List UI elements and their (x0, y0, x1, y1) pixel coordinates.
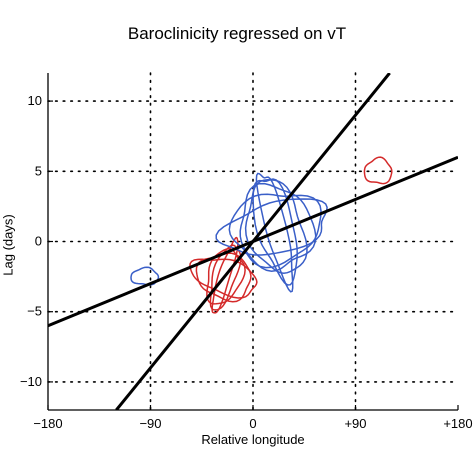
x-axis-label: Relative longitude (201, 432, 305, 447)
negative-contour (252, 178, 298, 286)
chart-title: Baroclinicity regressed on vT (127, 24, 347, 43)
x-tick-label: −180 (33, 416, 62, 431)
y-tick-label: 10 (28, 93, 42, 108)
contour-layer (130, 156, 393, 314)
x-tick-label: +90 (344, 416, 366, 431)
y-tick-label: 0 (35, 234, 42, 249)
fit-line (48, 155, 458, 328)
y-tick-label: −10 (20, 374, 42, 389)
y-axis-label: Lag (days) (0, 214, 16, 276)
axes-layer: −180 −90 0 +90 +180 −10 −5 0 5 10 (20, 73, 473, 431)
fit-lines-layer (48, 73, 458, 410)
y-tick-label: 5 (35, 163, 42, 178)
negative-contour (244, 179, 308, 275)
positive-contour (363, 156, 393, 185)
x-tick-label: +180 (443, 416, 472, 431)
y-tick-label: −5 (27, 304, 42, 319)
negative-contour (255, 172, 294, 293)
x-tick-label: −90 (139, 416, 161, 431)
positive-contour (195, 252, 252, 303)
x-tick-label: 0 (249, 416, 256, 431)
